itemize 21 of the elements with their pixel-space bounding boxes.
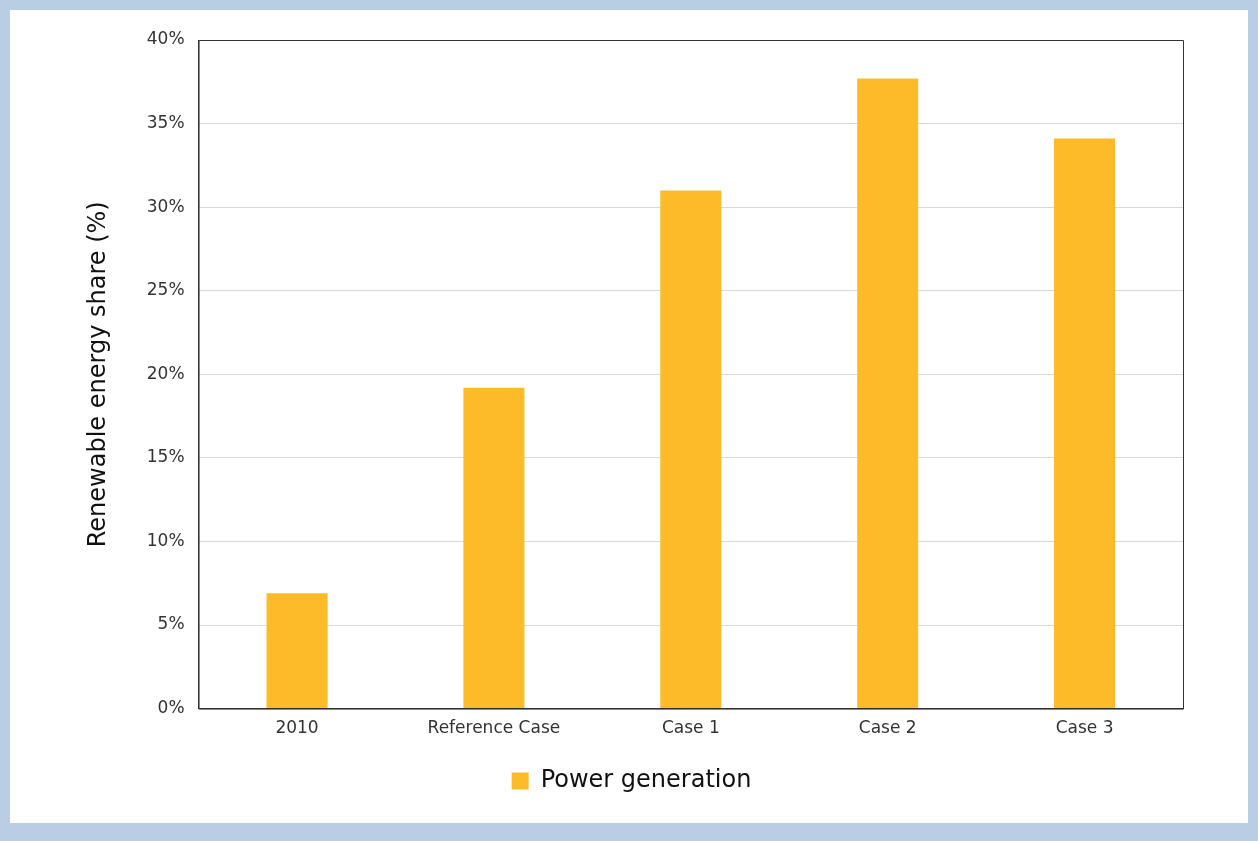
y-tick-label: 20% (146, 362, 185, 383)
legend-label: Power generation (540, 765, 752, 794)
x-tick-label: Case 1 (661, 717, 720, 738)
x-tick-label: Case 2 (858, 717, 917, 738)
bar (857, 78, 919, 709)
y-tick-label: 5% (157, 613, 185, 634)
y-tick-label: 15% (146, 446, 185, 467)
y-axis-title: Renewable energy share (%) (82, 201, 111, 548)
y-tick-label: 10% (146, 529, 185, 550)
y-tick-label: 25% (146, 279, 185, 300)
bar (266, 593, 328, 709)
y-tick-label: 35% (146, 112, 185, 132)
bar (660, 190, 722, 709)
bar (1054, 138, 1116, 709)
y-tick-label: 40% (146, 28, 185, 49)
bar (463, 387, 525, 709)
x-tick-label: 2010 (275, 717, 319, 738)
y-tick-label: 0% (157, 697, 185, 718)
x-tick-label: Reference Case (427, 717, 561, 738)
y-tick-label: 30% (146, 195, 185, 216)
x-tick-label: Case 3 (1055, 717, 1114, 738)
